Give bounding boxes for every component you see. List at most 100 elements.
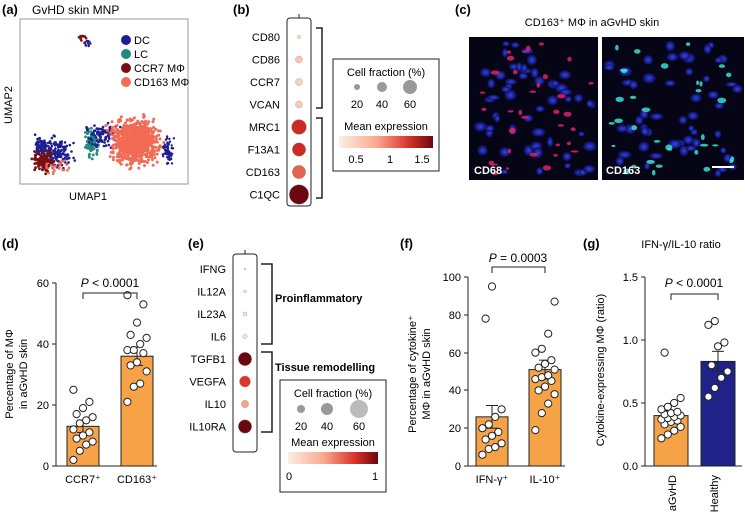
panel-d-letter: (d) — [2, 236, 19, 251]
f-ytick-label: 0 — [455, 461, 461, 473]
legend-e-size-tick: 40 — [321, 421, 333, 433]
g-pvalue: P < 0.0001 — [665, 276, 724, 290]
nucleus — [649, 113, 664, 120]
nucleus — [559, 88, 573, 96]
umap-point — [126, 154, 130, 158]
umap-point — [52, 172, 55, 176]
nucleus — [504, 78, 517, 86]
nucleus — [510, 42, 520, 48]
nucleus — [573, 93, 584, 103]
g-point — [710, 383, 719, 392]
stained-cell — [588, 82, 594, 85]
umap-point — [47, 171, 50, 175]
dotplot-e-dots: IFNG IL12A IL23A IL6 TGFB1 VEGFA IL10 IL10RA — [189, 264, 252, 434]
nucleus — [473, 121, 488, 132]
umap-point — [102, 144, 106, 148]
bracket-b-lower — [316, 117, 323, 199]
dotplot-e-gene-label: IL6 — [211, 332, 226, 344]
stained-cell — [611, 144, 616, 148]
umap-point — [135, 132, 139, 136]
umap-point — [84, 135, 87, 139]
umap-point — [62, 145, 65, 149]
stained-cell — [695, 89, 702, 93]
umap-point — [128, 134, 132, 138]
umap-point — [112, 129, 116, 133]
umap-point — [120, 158, 124, 162]
f-point — [491, 412, 500, 421]
panel-b: (b) CD80 CD86 CCR7 VCAN MRC1 F13A1 CD163 C1QC C… — [233, 2, 440, 207]
stained-cell — [553, 109, 560, 115]
umap-point — [141, 160, 145, 163]
stained-cell — [696, 80, 700, 86]
umap-point — [115, 145, 118, 149]
stained-cell — [665, 144, 673, 151]
umap-point — [107, 143, 111, 147]
umap-point — [117, 136, 120, 140]
umap-legend: DC LC CCR7 MΦ CD163 MΦ — [121, 35, 189, 89]
legend-dot-cd163 — [121, 77, 131, 87]
umap-point — [110, 120, 114, 124]
stained-cell — [563, 111, 572, 117]
g-point — [707, 361, 716, 370]
f-point — [531, 348, 540, 357]
stained-cell — [567, 56, 572, 62]
nucleus — [638, 141, 650, 152]
umap-point — [33, 162, 37, 166]
umap-point — [130, 156, 134, 160]
nucleus — [546, 95, 559, 106]
umap-point — [136, 146, 140, 150]
umap-point — [114, 126, 118, 130]
g-point — [660, 348, 669, 357]
umap-point — [125, 118, 129, 122]
umap-point — [147, 155, 151, 159]
dotplot-b-dot — [295, 55, 303, 64]
umap-point — [61, 152, 64, 156]
umap-point — [152, 125, 156, 129]
stained-cell — [694, 149, 699, 155]
umap-point — [93, 129, 97, 132]
umap-point — [148, 141, 151, 145]
umap-point — [129, 166, 133, 170]
umap-point — [53, 149, 57, 152]
legend-b-size-40 — [377, 82, 387, 92]
f-point — [494, 427, 503, 437]
umap-point — [140, 134, 144, 138]
umap-point — [132, 116, 136, 120]
f-point — [484, 420, 493, 429]
stained-cell — [651, 169, 656, 176]
nucleus — [678, 115, 688, 125]
stained-cell — [525, 45, 531, 52]
umap-point — [115, 155, 119, 159]
nucleus — [688, 125, 695, 132]
legend-e-size-20 — [297, 405, 305, 413]
stained-cell — [522, 50, 527, 53]
umap-point — [133, 157, 137, 161]
umap-points — [30, 34, 176, 176]
umap-point — [82, 34, 85, 38]
stained-cell — [729, 158, 734, 164]
umap-point — [83, 41, 86, 44]
stained-cell — [557, 94, 566, 99]
umap-point — [67, 161, 70, 164]
g-ytick-label: 0.0 — [623, 461, 638, 473]
umap-point — [50, 152, 54, 156]
umap-point — [146, 127, 150, 131]
umap-point — [134, 152, 138, 156]
umap-point — [123, 154, 127, 158]
nucleus — [692, 138, 701, 148]
umap-point — [98, 127, 102, 131]
g-yticks: 0.0 0.5 1.0 1.5 — [623, 272, 645, 473]
umap-point — [152, 130, 156, 133]
umap-point — [58, 163, 62, 166]
stained-cell — [631, 125, 638, 131]
umap-point — [170, 162, 174, 165]
dotplot-b-gene-label: VCAN — [249, 100, 280, 112]
d-point — [139, 300, 148, 309]
legend-label-lc: LC — [134, 49, 148, 61]
nucleus — [533, 76, 545, 86]
umap-point — [116, 142, 120, 146]
nucleus — [720, 147, 727, 154]
umap-point — [166, 144, 170, 148]
umap-point — [112, 155, 115, 159]
f-point — [550, 390, 559, 399]
